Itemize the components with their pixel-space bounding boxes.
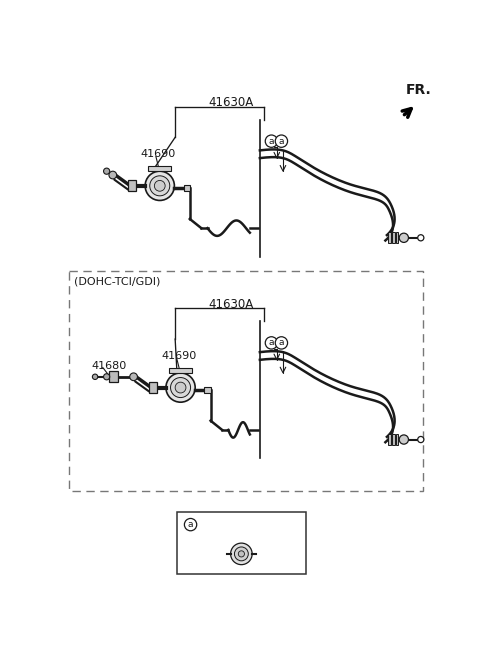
Bar: [169, 367, 192, 373]
Circle shape: [166, 373, 195, 402]
Circle shape: [275, 135, 288, 147]
Circle shape: [265, 337, 277, 349]
Circle shape: [109, 171, 117, 179]
Circle shape: [418, 436, 424, 443]
Bar: [109, 371, 118, 382]
Bar: [128, 180, 136, 191]
Text: a: a: [269, 338, 274, 347]
Text: 41680: 41680: [91, 361, 126, 371]
Circle shape: [230, 543, 252, 565]
Circle shape: [145, 171, 174, 200]
Circle shape: [418, 235, 424, 241]
Circle shape: [150, 176, 170, 196]
Circle shape: [238, 551, 244, 557]
Circle shape: [234, 547, 248, 561]
Circle shape: [170, 377, 191, 398]
Circle shape: [175, 382, 186, 393]
Bar: [148, 166, 171, 171]
Bar: [69, 271, 423, 491]
Text: 41630A: 41630A: [208, 96, 253, 109]
Circle shape: [275, 337, 288, 349]
Circle shape: [104, 168, 110, 174]
Text: a: a: [279, 137, 284, 146]
Circle shape: [399, 435, 408, 444]
Text: 41630A: 41630A: [208, 298, 253, 311]
Bar: [392, 434, 395, 445]
Bar: [388, 434, 391, 445]
Bar: [396, 233, 398, 243]
Circle shape: [130, 373, 137, 381]
Circle shape: [155, 180, 165, 191]
Circle shape: [399, 233, 408, 243]
Bar: [388, 233, 391, 243]
Circle shape: [104, 374, 110, 380]
Text: 41690: 41690: [161, 351, 196, 361]
Text: a: a: [188, 520, 193, 529]
Circle shape: [265, 135, 277, 147]
Bar: [392, 233, 395, 243]
Text: (DOHC-TCI/GDI): (DOHC-TCI/GDI): [73, 276, 160, 286]
Circle shape: [184, 518, 197, 531]
Text: 58753D: 58753D: [200, 518, 246, 531]
Text: 41690: 41690: [141, 149, 176, 159]
Bar: [204, 387, 211, 393]
Text: a: a: [269, 137, 274, 146]
Text: FR.: FR.: [406, 84, 431, 97]
Bar: [396, 434, 398, 445]
Text: a: a: [279, 338, 284, 347]
Circle shape: [92, 374, 98, 379]
Bar: [149, 382, 156, 393]
Bar: [184, 185, 190, 191]
Bar: [177, 512, 306, 574]
